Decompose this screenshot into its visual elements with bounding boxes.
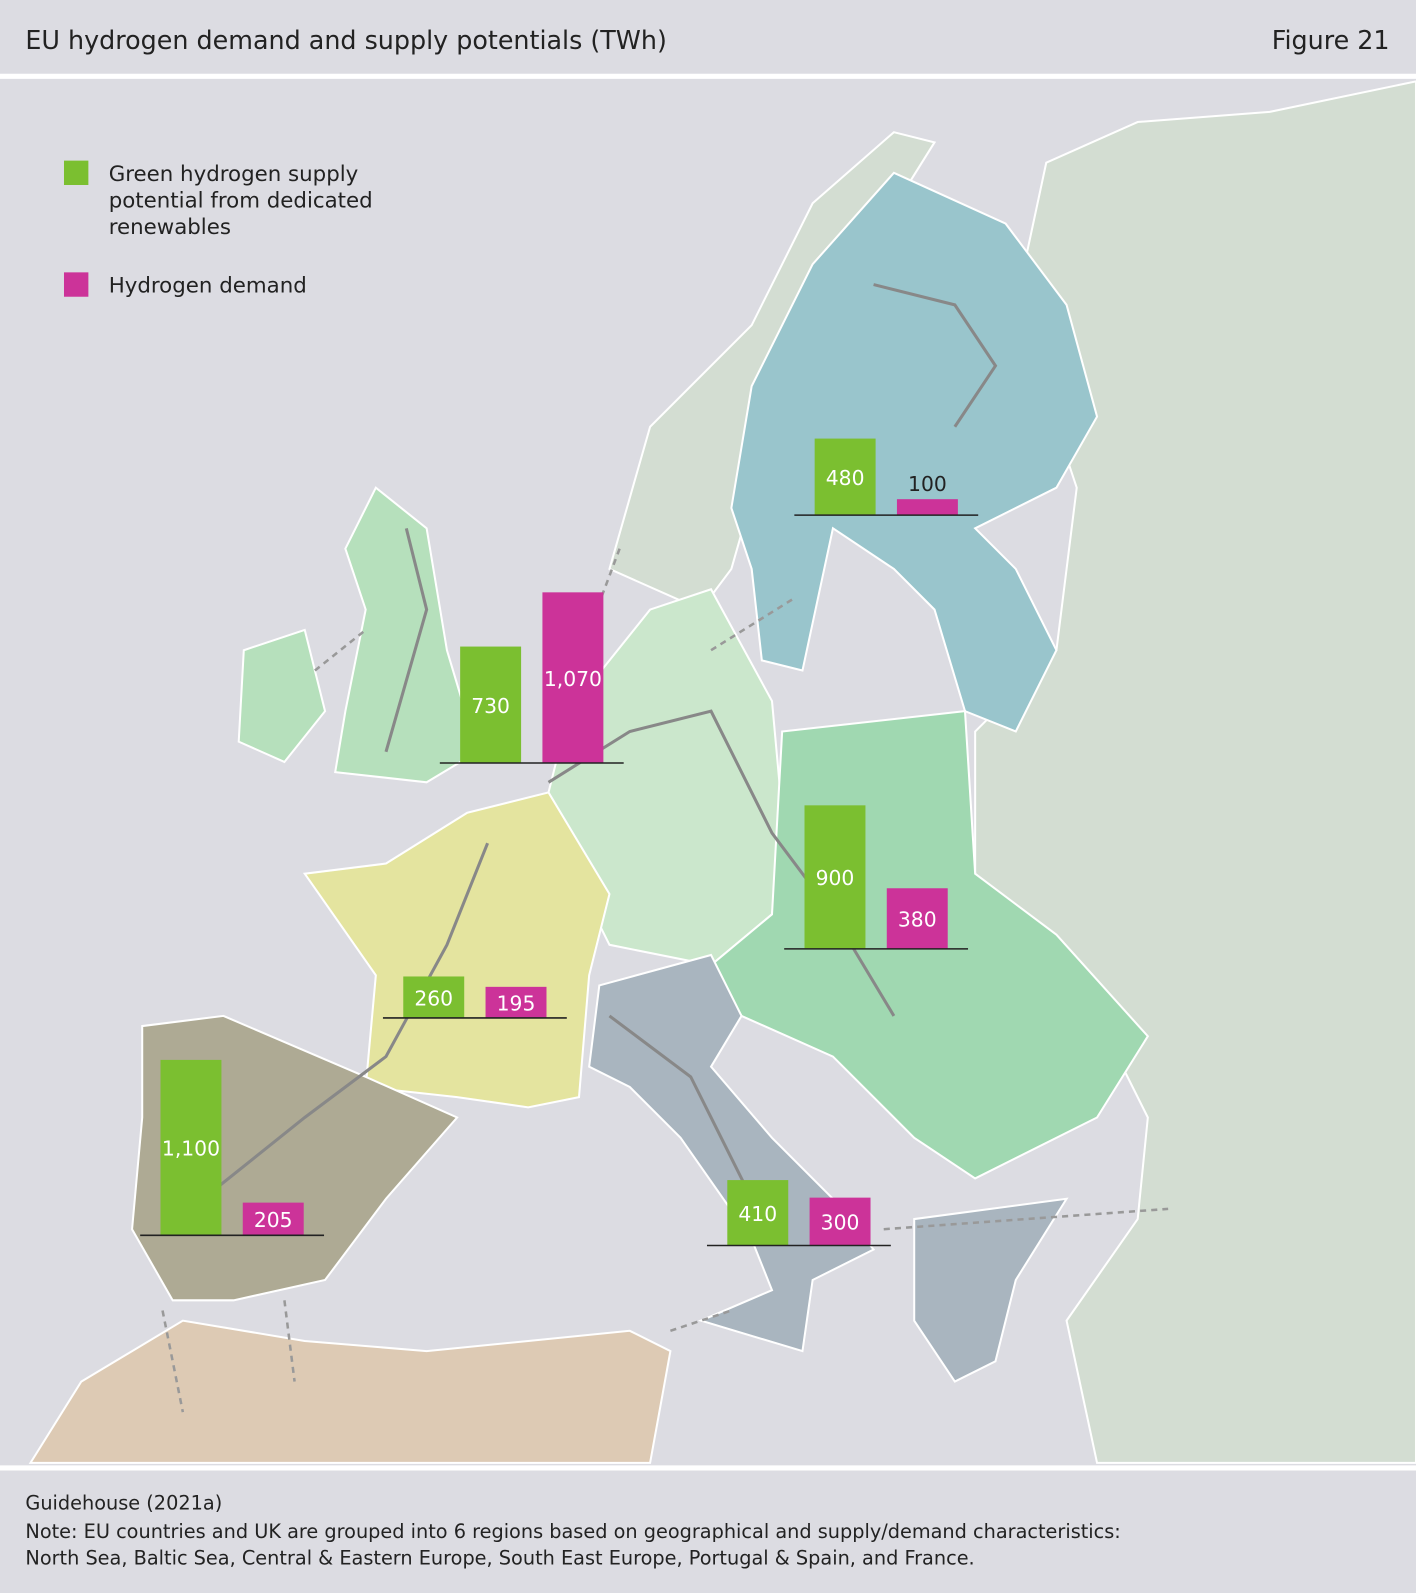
legend-label: potential from dedicated <box>109 188 373 213</box>
bars: 480 100 730 1,070 900 380 260 195 1,100 205 410 300 <box>140 438 979 1247</box>
legend-swatch <box>63 160 89 185</box>
value-label: 1,100 <box>162 1137 220 1161</box>
value-label: 195 <box>497 992 536 1016</box>
supply-bar <box>727 1180 789 1246</box>
figure-label: Figure 21 <box>1272 25 1390 55</box>
value-label: 205 <box>254 1208 293 1232</box>
supply-bar <box>403 976 465 1018</box>
value-label: 260 <box>414 986 453 1010</box>
legend-label: Green hydrogen supply <box>109 162 359 187</box>
pipelines <box>202 283 998 1200</box>
demand-bar <box>485 986 547 1018</box>
supply-bar <box>460 646 522 763</box>
legend-label: Hydrogen demand <box>109 274 307 299</box>
legend-swatch <box>63 272 89 297</box>
value-label: 380 <box>898 908 937 932</box>
footer-band <box>0 1467 1416 1593</box>
source: Guidehouse (2021a) <box>25 1492 222 1515</box>
header-band <box>0 0 1416 75</box>
ireland <box>237 628 327 764</box>
great-britain <box>334 486 479 784</box>
planned-pipelines <box>161 548 1169 1413</box>
value-label: 730 <box>471 694 510 718</box>
greece <box>913 1197 1069 1383</box>
note: North Sea, Baltic Sea, Central & Eastern… <box>25 1546 974 1569</box>
demand-bar <box>896 499 958 516</box>
supply-bar <box>160 1059 222 1236</box>
supply-bar <box>814 438 876 516</box>
value-label: 480 <box>826 466 865 490</box>
supply-bar <box>804 805 866 949</box>
demand-bar <box>809 1197 871 1246</box>
france <box>302 791 611 1109</box>
value-label: 300 <box>821 1211 860 1235</box>
note: Note: EU countries and UK are grouped in… <box>25 1520 1120 1543</box>
demand-bar <box>242 1202 304 1236</box>
value-label: 900 <box>816 866 855 890</box>
demand-bar <box>886 888 948 949</box>
north-africa <box>28 1319 672 1464</box>
baltic-region <box>730 171 1099 733</box>
demand-bar <box>542 592 604 763</box>
title: EU hydrogen demand and supply potentials… <box>25 25 666 55</box>
value-label: 1,070 <box>544 667 602 691</box>
legend-label: renewables <box>109 215 231 240</box>
value-label: 100 <box>908 472 947 496</box>
value-label: 410 <box>738 1202 777 1226</box>
